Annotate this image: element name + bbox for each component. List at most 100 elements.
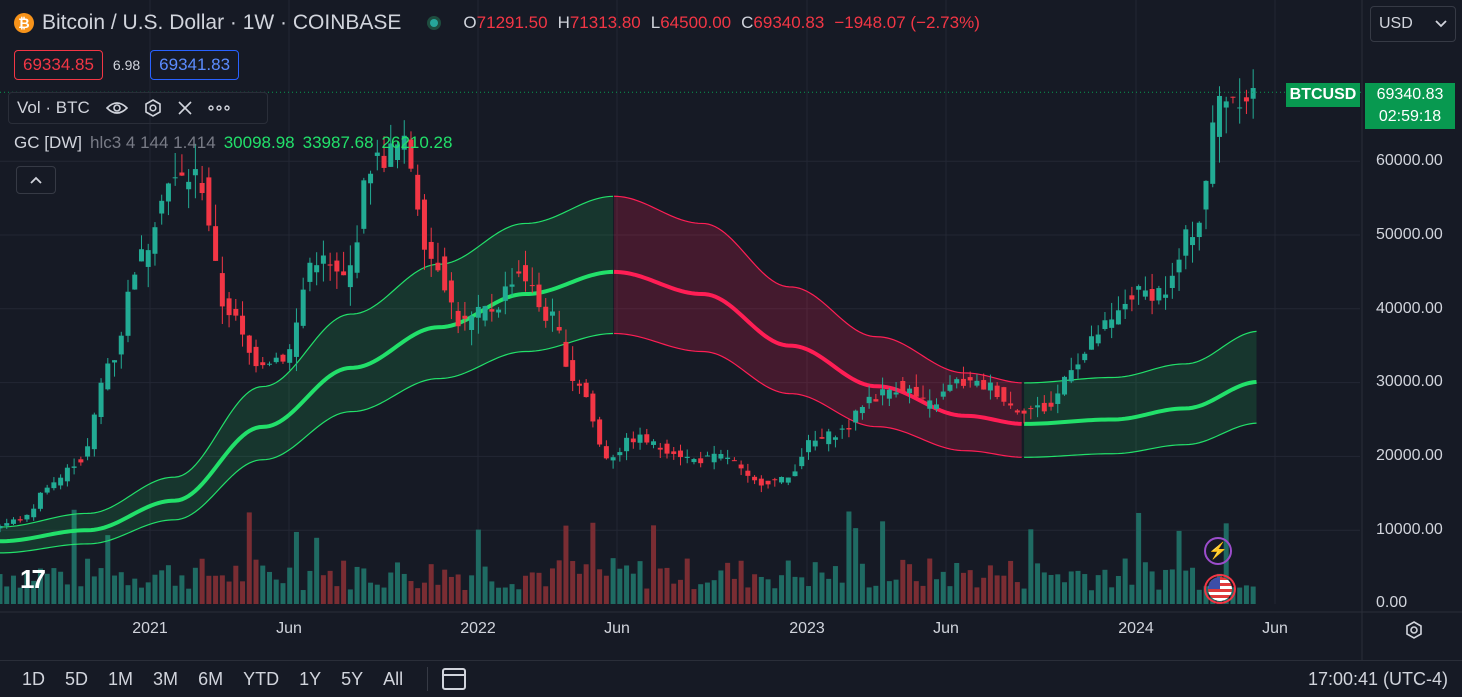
volume-bar [1048, 574, 1054, 604]
gc-band-fill [0, 196, 614, 553]
volume-bar [907, 564, 913, 604]
volume-bar [199, 558, 205, 604]
indicator-legend[interactable]: GC [DW] hlc3 4 144 1.414 30098.98 33987.… [14, 133, 452, 153]
candle-body [31, 508, 37, 518]
volume-bar [401, 573, 407, 604]
volume-bar [1223, 523, 1229, 604]
volume-bar [1142, 562, 1148, 604]
us-flag-icon[interactable] [1204, 574, 1236, 604]
candle-body [186, 181, 192, 190]
candle-body [745, 470, 751, 476]
sell-button[interactable]: 69334.85 [14, 50, 103, 80]
symbol-title[interactable]: Bitcoin / U.S. Dollar · 1W · COINBASE [42, 11, 402, 34]
candle-body [1088, 336, 1094, 350]
currency-select[interactable]: USD [1370, 6, 1456, 42]
volume-bar [1163, 569, 1169, 604]
volume-bar [772, 588, 778, 604]
candle-body [132, 274, 138, 290]
range-1d-button[interactable]: 1D [22, 668, 46, 689]
clock-timezone[interactable]: 17:00:41 (UTC-4) [1307, 669, 1448, 689]
candle-body [260, 362, 266, 366]
volume-bar [657, 568, 663, 604]
settings-icon[interactable] [144, 99, 162, 117]
range-1y-button[interactable]: 1Y [299, 668, 322, 689]
candle-body [219, 273, 225, 307]
candle-body [1068, 370, 1074, 382]
gear-icon[interactable] [1404, 620, 1424, 645]
volume-bar [1041, 572, 1047, 604]
volume-bar [900, 559, 906, 604]
candle-body [314, 265, 320, 273]
candle-body [273, 357, 279, 363]
candle-body [664, 443, 670, 454]
range-6m-button[interactable]: 6M [198, 668, 224, 689]
volume-bar [583, 564, 589, 604]
candle-body [368, 173, 374, 184]
chart-canvas[interactable] [0, 0, 1462, 660]
lightning-icon[interactable]: ⚡ [1204, 537, 1232, 565]
range-5d-button[interactable]: 5D [65, 668, 89, 689]
y-tick: 10000.00 [1376, 521, 1443, 538]
volume-bar [1021, 588, 1027, 604]
range-1m-button[interactable]: 1M [108, 668, 134, 689]
candle-body [98, 382, 104, 418]
volume-bar [91, 576, 97, 604]
volume-bar [1190, 567, 1196, 604]
tradingview-logo-icon[interactable]: 17 [20, 564, 46, 594]
volume-bar [1102, 569, 1108, 604]
volume-bar [752, 574, 758, 604]
candle-body [960, 378, 966, 386]
candle-body [58, 477, 64, 486]
volume-bar [873, 585, 879, 604]
candle-body [1122, 303, 1128, 310]
candle-body [1028, 408, 1034, 410]
candle-body [799, 456, 805, 467]
range-3m-button[interactable]: 3M [153, 668, 179, 689]
eye-icon[interactable] [105, 101, 128, 115]
x-tick: 2022 [460, 620, 496, 637]
gc-band-upper [614, 195, 1022, 384]
candle-body [469, 316, 475, 330]
volume-bar [327, 570, 333, 604]
candle-body [192, 169, 198, 176]
volume-bar [853, 528, 859, 604]
candle-body [529, 285, 535, 287]
volume-bar [469, 575, 475, 604]
volume-bar [448, 576, 454, 604]
volume-bar [839, 582, 845, 604]
volume-bar [967, 570, 973, 604]
volume-bar [509, 584, 515, 604]
y-tick: 30000.00 [1376, 373, 1443, 390]
candle-body [226, 298, 232, 316]
volume-bar [644, 588, 650, 604]
volume-bar [523, 575, 529, 604]
range-ytd-button[interactable]: YTD [243, 668, 280, 689]
candle-body [1203, 180, 1209, 210]
volume-legend[interactable]: Vol · BTC [8, 92, 268, 124]
more-icon[interactable] [208, 105, 230, 111]
volume-bar [677, 579, 683, 604]
buy-button[interactable]: 69341.83 [150, 50, 240, 80]
volume-bar [691, 589, 697, 604]
candle-body [657, 447, 663, 450]
candle-body [974, 380, 980, 386]
close-icon[interactable] [178, 101, 192, 115]
volume-bar [213, 575, 219, 604]
candle-body [280, 354, 286, 362]
volume-bar [1008, 560, 1014, 604]
volume-bar [1176, 530, 1182, 604]
calendar-icon[interactable] [442, 668, 467, 690]
collapse-legend-button[interactable] [16, 166, 56, 194]
volume-bar [529, 572, 535, 604]
volume-bar [934, 579, 940, 604]
range-all-button[interactable]: All [383, 668, 404, 689]
range-5y-button[interactable]: 5Y [341, 668, 364, 689]
candle-body [51, 482, 57, 489]
candle-body [873, 399, 879, 402]
volume-bar [415, 588, 421, 604]
volume-bar [179, 575, 185, 604]
candle-body [691, 459, 697, 463]
candle-body [556, 327, 562, 331]
x-tick: Jun [604, 620, 630, 637]
volume-bar [253, 559, 259, 604]
